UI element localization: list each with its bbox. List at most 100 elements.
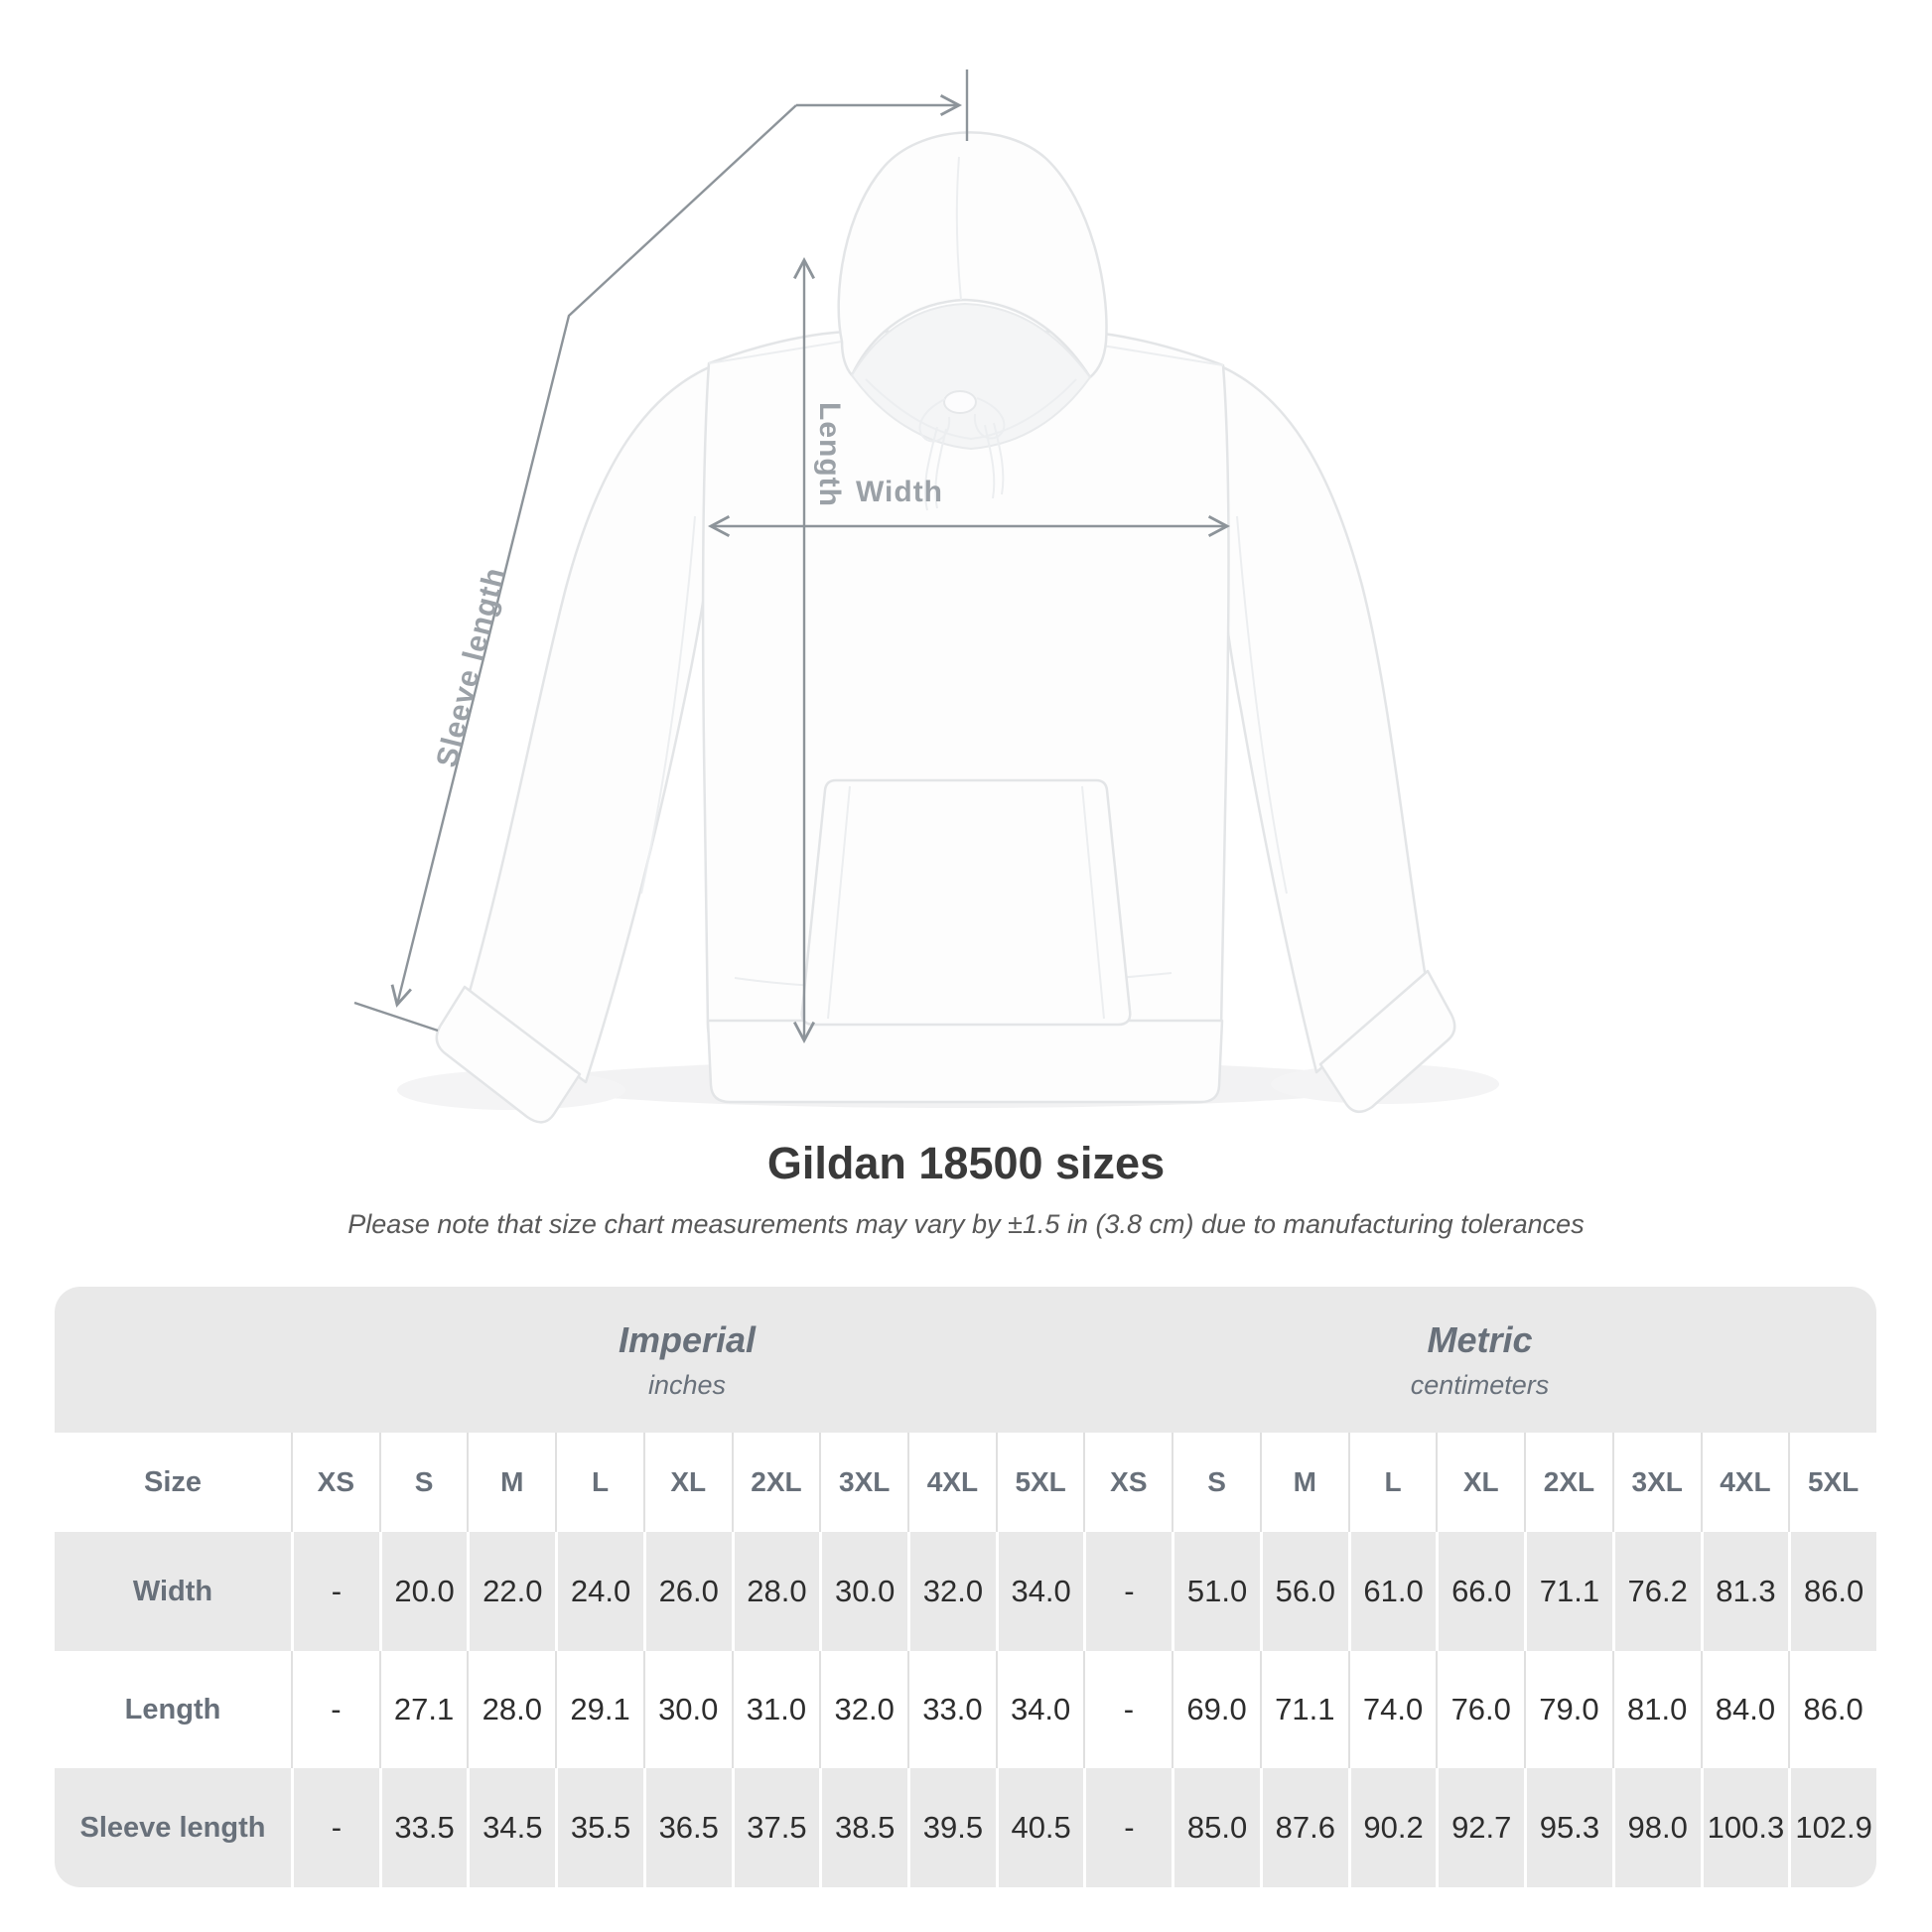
size-col-header: L: [1347, 1433, 1437, 1532]
value-cell: 69.0: [1172, 1651, 1260, 1768]
value-cell: 40.5: [995, 1768, 1084, 1887]
value-cell: 90.2: [1347, 1768, 1437, 1887]
imperial-header: Imperial inches: [291, 1287, 1083, 1433]
value-cell: 33.0: [907, 1651, 996, 1768]
value-cell: 85.0: [1172, 1768, 1260, 1887]
value-cell: -: [291, 1768, 379, 1887]
value-cell: 79.0: [1524, 1651, 1612, 1768]
right-cuff: [1318, 969, 1456, 1113]
value-cell: 28.0: [731, 1532, 820, 1651]
value-cell: 27.1: [378, 1651, 468, 1768]
value-cell: 36.5: [642, 1768, 732, 1887]
size-col-header: 3XL: [819, 1433, 907, 1532]
value-cell: 84.0: [1700, 1651, 1789, 1768]
value-cell: 66.0: [1436, 1532, 1524, 1651]
size-column-title: Size: [143, 1465, 203, 1498]
size-col-header: 4XL: [1700, 1433, 1789, 1532]
value-cell: 95.3: [1524, 1768, 1612, 1887]
row-label: Sleeve length: [79, 1811, 266, 1844]
hoodie-drawing: [435, 131, 1456, 1124]
value-cell: -: [1083, 1532, 1172, 1651]
size-col-header: XL: [642, 1433, 732, 1532]
size-col-header: 2XL: [1524, 1433, 1612, 1532]
page-subtitle: Please note that size chart measurements…: [347, 1209, 1585, 1239]
value-cell: 24.0: [555, 1532, 643, 1651]
size-col-header: 5XL: [995, 1433, 1084, 1532]
length-label: Length: [813, 402, 846, 507]
table-row-width: Width -20.0 22.0 24.0 26.0 28.0 30.0 32.0 34.0-5…: [55, 1532, 1876, 1651]
value-cell: 102.9: [1788, 1768, 1876, 1887]
size-col-header: 5XL: [1788, 1433, 1876, 1532]
value-cell: 81.0: [1611, 1651, 1701, 1768]
left-cuff: [435, 985, 582, 1124]
size-col-header: L: [555, 1433, 643, 1532]
value-cell: 28.0: [467, 1651, 555, 1768]
value-cell: 32.0: [819, 1651, 907, 1768]
sleeve-length-label: Sleeve length: [431, 564, 512, 770]
table-row-length: Length -27.1 28.0 29.1 30.0 31.0 32.0 33.0 34.0-…: [55, 1651, 1876, 1768]
size-col-header: S: [1172, 1433, 1260, 1532]
size-col-header: XS: [291, 1433, 379, 1532]
value-cell: 34.0: [995, 1532, 1084, 1651]
value-cell: 38.5: [819, 1768, 907, 1887]
table-body: Width -20.0 22.0 24.0 26.0 28.0 30.0 32.0 34.0-5…: [55, 1532, 1876, 1887]
imperial-sublabel: inches: [647, 1369, 727, 1400]
value-cell: 22.0: [467, 1532, 555, 1651]
value-cell: -: [1083, 1768, 1172, 1887]
value-cell: 30.0: [642, 1651, 732, 1768]
value-cell: 37.5: [731, 1768, 820, 1887]
size-col-header: M: [1259, 1433, 1348, 1532]
value-cell: 31.0: [731, 1651, 820, 1768]
value-cell: 74.0: [1347, 1651, 1437, 1768]
value-cell: 56.0: [1259, 1532, 1348, 1651]
value-cell: 100.3: [1700, 1768, 1789, 1887]
value-cell: 61.0: [1347, 1532, 1437, 1651]
value-cell: 86.0: [1788, 1651, 1876, 1768]
value-cell: 51.0: [1172, 1532, 1260, 1651]
drawstrings: [918, 390, 1006, 511]
value-cell: 87.6: [1259, 1768, 1348, 1887]
size-col-header: XS: [1083, 1433, 1172, 1532]
value-cell: 29.1: [555, 1651, 643, 1768]
size-table: Imperial inches Metric centimeters Size …: [55, 1287, 1876, 1887]
value-cell: -: [1083, 1651, 1172, 1768]
value-cell: -: [291, 1532, 379, 1651]
value-cell: 35.5: [555, 1768, 643, 1887]
units-row: Imperial inches Metric centimeters: [55, 1287, 1876, 1433]
row-label: Width: [132, 1575, 213, 1607]
size-col-header: XL: [1436, 1433, 1524, 1532]
imperial-label: Imperial: [618, 1318, 757, 1360]
value-cell: 30.0: [819, 1532, 907, 1651]
page-title: Gildan 18500 sizes: [766, 1138, 1166, 1188]
metric-sublabel: centimeters: [1410, 1369, 1550, 1400]
sleeve-length-line: [353, 69, 969, 1033]
size-col-header: S: [378, 1433, 468, 1532]
value-cell: 33.5: [378, 1768, 468, 1887]
size-col-header: 2XL: [731, 1433, 820, 1532]
row-label: Length: [124, 1693, 221, 1725]
value-cell: 20.0: [378, 1532, 468, 1651]
value-cell: 26.0: [642, 1532, 732, 1651]
value-cell: 34.0: [995, 1651, 1084, 1768]
value-cell: 81.3: [1700, 1532, 1789, 1651]
value-cell: -: [291, 1651, 379, 1768]
value-cell: 86.0: [1788, 1532, 1876, 1651]
value-cell: 32.0: [907, 1532, 996, 1651]
value-cell: 76.2: [1611, 1532, 1701, 1651]
value-cell: 71.1: [1524, 1532, 1612, 1651]
width-label: Width: [856, 476, 943, 508]
units-spacer: [55, 1287, 291, 1433]
table-row-sleeve-length: Sleeve length -33.5 34.5 35.5 36.5 37.5 38.5 39…: [55, 1768, 1876, 1887]
size-header-row: Size XS S M L XL 2XL 3XL 4XL 5XL XS S M L XL 2XL 3XL 4XL…: [55, 1433, 1876, 1532]
size-col-header: 3XL: [1611, 1433, 1701, 1532]
metric-header: Metric centimeters: [1083, 1287, 1876, 1433]
metric-label: Metric: [1427, 1318, 1533, 1360]
value-cell: 76.0: [1436, 1651, 1524, 1768]
value-cell: 34.5: [467, 1768, 555, 1887]
value-cell: 71.1: [1259, 1651, 1348, 1768]
hoodie-illustration: Length Width Sleeve length: [353, 69, 1499, 1124]
value-cell: 39.5: [907, 1768, 996, 1887]
value-cell: 92.7: [1436, 1768, 1524, 1887]
hoodie-figure: Length Width Sleeve length: [353, 69, 1499, 1124]
